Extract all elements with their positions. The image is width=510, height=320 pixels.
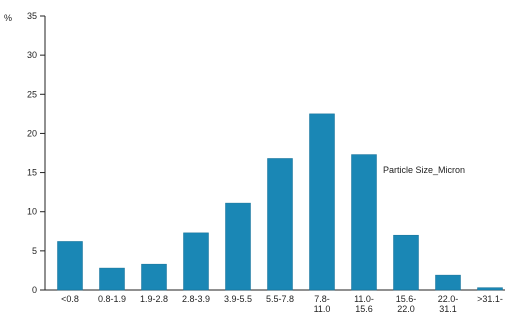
x-tick-label-line: 15.6 bbox=[355, 304, 373, 314]
x-tick-label: 15.6-22.0 bbox=[396, 294, 417, 314]
x-tick-label: 11.0-15.6 bbox=[354, 294, 374, 314]
x-tick-label: 1.9-2.8 bbox=[140, 294, 168, 304]
y-tick-label: 30 bbox=[27, 50, 37, 60]
x-tick-label: <0.8 bbox=[61, 294, 79, 304]
x-axis: <0.8 0.8-1.9 1.9-2.8 2.8-3.9 3.9-5.5 5.5-7.8 7… bbox=[45, 289, 505, 314]
y-unit-label: % bbox=[4, 13, 12, 23]
y-tick-label: 5 bbox=[32, 246, 37, 256]
x-tick-label: 5.5-7.8 bbox=[266, 294, 294, 304]
x-tick-label-line: 2.8-3.9 bbox=[182, 294, 210, 304]
x-tick-label-line: 22.0- bbox=[438, 294, 459, 304]
x-tick-label-line: 3.9-5.5 bbox=[224, 294, 252, 304]
x-tick-label: >31.1- bbox=[477, 294, 503, 304]
x-tick-label-line: 15.6- bbox=[396, 294, 417, 304]
x-tick-label-line: 11.0- bbox=[354, 294, 374, 304]
annotation: Particle Size_Micron bbox=[383, 165, 465, 175]
y-tick-label: 10 bbox=[27, 207, 37, 217]
x-tick-label-line: 31.1 bbox=[439, 304, 457, 314]
y-tick-label: 20 bbox=[27, 128, 37, 138]
y-tick-label: 15 bbox=[27, 168, 37, 178]
x-tick-label-line: 11.0 bbox=[314, 304, 331, 314]
x-tick-label: 22.0-31.1 bbox=[438, 294, 459, 314]
y-tick-label: 35 bbox=[27, 11, 37, 21]
y-tick-label: 0 bbox=[32, 285, 37, 295]
bar bbox=[393, 234, 419, 291]
bar bbox=[267, 158, 293, 291]
bar bbox=[351, 154, 377, 291]
x-tick-label: 0.8-1.9 bbox=[98, 294, 126, 304]
x-tick-label-line: 5.5-7.8 bbox=[266, 294, 294, 304]
x-tick-label: 7.8-11.0 bbox=[314, 294, 331, 314]
bar bbox=[435, 274, 461, 291]
bar bbox=[57, 241, 83, 291]
x-tick-label: 2.8-3.9 bbox=[182, 294, 210, 304]
bar bbox=[141, 263, 167, 291]
x-tick-label-line: >31.1- bbox=[477, 294, 503, 304]
bars bbox=[57, 113, 503, 291]
y-axis: 0 5 10 15 20 25 30 35 bbox=[27, 11, 46, 295]
bar bbox=[183, 232, 209, 291]
x-tick-label-line: 7.8- bbox=[314, 294, 330, 304]
x-tick-label-line: <0.8 bbox=[61, 294, 79, 304]
bar bbox=[477, 287, 503, 291]
x-tick-label-line: 1.9-2.8 bbox=[140, 294, 168, 304]
bar bbox=[99, 267, 125, 291]
x-tick-label-line: 0.8-1.9 bbox=[98, 294, 126, 304]
bar bbox=[225, 202, 251, 291]
x-tick-label-line: 22.0 bbox=[397, 304, 415, 314]
bar bbox=[309, 113, 335, 291]
y-tick-label: 25 bbox=[27, 89, 37, 99]
x-tick-label: 3.9-5.5 bbox=[224, 294, 252, 304]
